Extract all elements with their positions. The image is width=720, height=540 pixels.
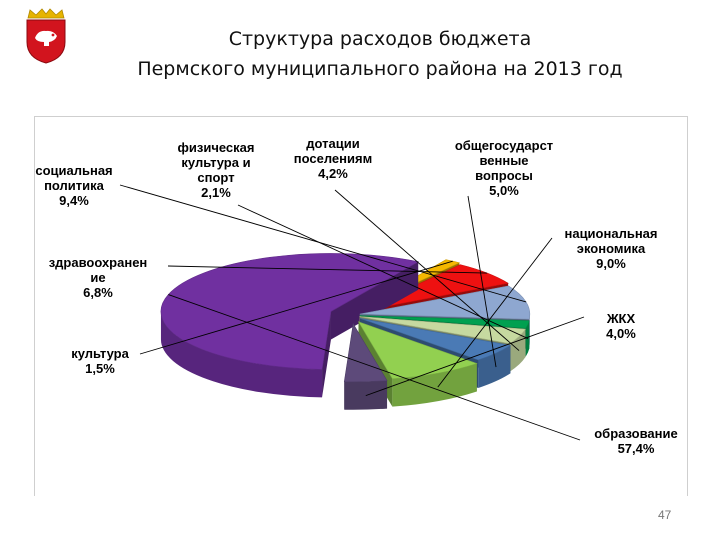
data-label-culture: культура 1,5% <box>71 346 129 376</box>
slice-wall <box>330 261 419 340</box>
data-label-education: образование 57,4% <box>594 426 678 456</box>
slice-side <box>160 311 323 398</box>
title-line-2: Пермского муниципального района на 2013 … <box>137 58 623 80</box>
data-label-general-state: общегосударст венные вопросы 5,0% <box>455 138 553 198</box>
data-label-national-economy: национальная экономика 9,0% <box>564 226 657 271</box>
chart-frame <box>34 116 688 496</box>
slice-top <box>343 322 388 383</box>
leader-line-housing <box>365 316 585 397</box>
leader-line-healthcare <box>167 265 488 274</box>
pie-slice-housing <box>343 322 388 410</box>
slice-top <box>359 285 531 320</box>
leader-line-general-state <box>467 195 497 368</box>
leader-line-culture <box>139 260 453 355</box>
pie-slice-education <box>160 253 420 398</box>
data-label-physical-culture: физическая культура и спорт 2,1% <box>178 140 255 200</box>
leader-line-social-policy <box>119 184 527 303</box>
slice-side <box>529 314 530 348</box>
leader-line-education <box>168 294 581 441</box>
page-number: 47 <box>658 508 672 522</box>
slice-side <box>478 345 511 388</box>
slice-top <box>359 315 530 329</box>
data-label-healthcare: здравоохранен ие 6,8% <box>49 255 148 300</box>
title-line-1: Структура расходов бюджета <box>228 28 532 50</box>
leader-line-subsidies <box>334 189 520 351</box>
page-title: Структура расходов бюджета Пермского мун… <box>80 24 680 84</box>
data-label-subsidies: дотации поселениям 4,2% <box>294 136 372 181</box>
leader-line-national-economy <box>437 237 553 388</box>
slice-top <box>359 318 512 361</box>
coat-of-arms-icon <box>26 8 66 64</box>
slice-top <box>357 321 478 379</box>
data-label-housing: ЖКХ 4,0% <box>606 311 636 341</box>
slice-wall <box>322 311 331 398</box>
data-label-social-policy: социальная политика 9,4% <box>35 163 112 208</box>
